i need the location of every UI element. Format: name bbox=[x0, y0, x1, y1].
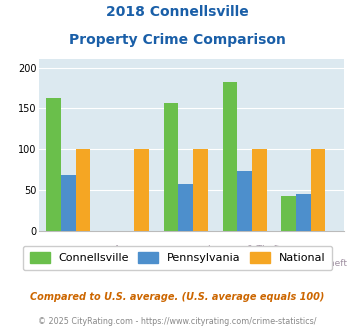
Bar bbox=[164, 103, 179, 231]
Text: Property Crime Comparison: Property Crime Comparison bbox=[69, 33, 286, 47]
Text: Motor Vehicle Theft: Motor Vehicle Theft bbox=[259, 259, 347, 268]
Text: Arson: Arson bbox=[114, 245, 140, 254]
Text: Larceny & Theft: Larceny & Theft bbox=[208, 245, 280, 254]
Bar bbox=[61, 176, 76, 231]
Bar bbox=[135, 149, 149, 231]
Text: Burglary: Burglary bbox=[166, 259, 205, 268]
Bar bbox=[311, 149, 325, 231]
Bar bbox=[223, 82, 237, 231]
Text: 2018 Connellsville: 2018 Connellsville bbox=[106, 5, 249, 19]
Bar bbox=[252, 149, 267, 231]
Text: Compared to U.S. average. (U.S. average equals 100): Compared to U.S. average. (U.S. average … bbox=[30, 292, 325, 302]
Bar bbox=[76, 149, 91, 231]
Text: All Property Crime: All Property Crime bbox=[27, 259, 110, 268]
Bar bbox=[47, 98, 61, 231]
Bar bbox=[281, 196, 296, 231]
Bar bbox=[237, 171, 252, 231]
Bar bbox=[179, 184, 193, 231]
Bar bbox=[296, 194, 311, 231]
Text: © 2025 CityRating.com - https://www.cityrating.com/crime-statistics/: © 2025 CityRating.com - https://www.city… bbox=[38, 317, 317, 326]
Bar bbox=[193, 149, 208, 231]
Legend: Connellsville, Pennsylvania, National: Connellsville, Pennsylvania, National bbox=[23, 246, 332, 270]
